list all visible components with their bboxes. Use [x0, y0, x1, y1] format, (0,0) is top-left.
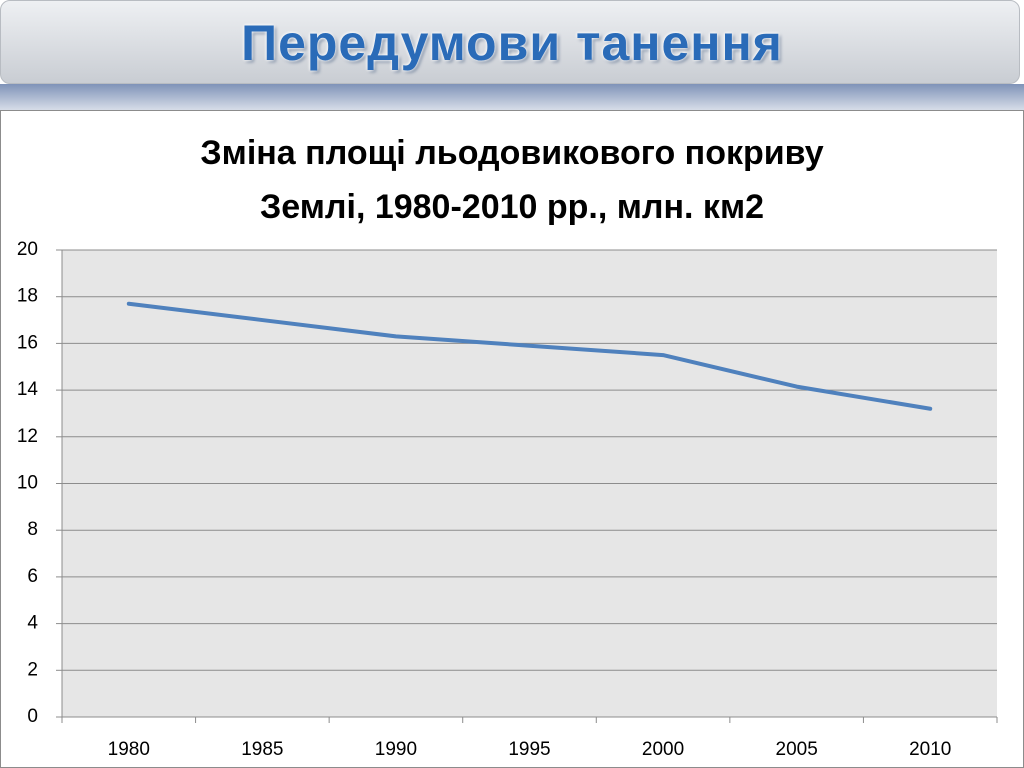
- slide-title: Передумови танення: [241, 15, 783, 71]
- data-line: [126, 301, 933, 411]
- y-tick-label: 16: [17, 332, 38, 353]
- y-tick-label: 20: [17, 239, 38, 260]
- y-tick-label: 8: [27, 519, 38, 540]
- x-tick-label: 1995: [508, 739, 550, 760]
- x-tick-label: 2005: [776, 739, 818, 760]
- y-tick-label: 14: [17, 379, 39, 400]
- x-tick-label: 1980: [108, 739, 150, 760]
- y-tick-label: 2: [27, 659, 38, 680]
- x-tick-label: 2010: [909, 739, 951, 760]
- y-tick-label: 10: [17, 473, 38, 494]
- y-tick-label: 18: [17, 286, 38, 307]
- banner-shadow: [0, 84, 1024, 110]
- x-tick-label: 2000: [642, 739, 684, 760]
- y-tick-label: 6: [27, 566, 38, 587]
- y-tick-label: 12: [17, 426, 38, 447]
- title-banner: [0, 0, 1020, 84]
- x-tick-label: 1985: [241, 739, 283, 760]
- chart-title: Зміна площі льодовикового покриву Землі,…: [200, 134, 824, 226]
- y-tick-label: 0: [27, 706, 38, 727]
- y-tick-label: 4: [27, 613, 38, 634]
- x-tick-label: 1990: [375, 739, 417, 760]
